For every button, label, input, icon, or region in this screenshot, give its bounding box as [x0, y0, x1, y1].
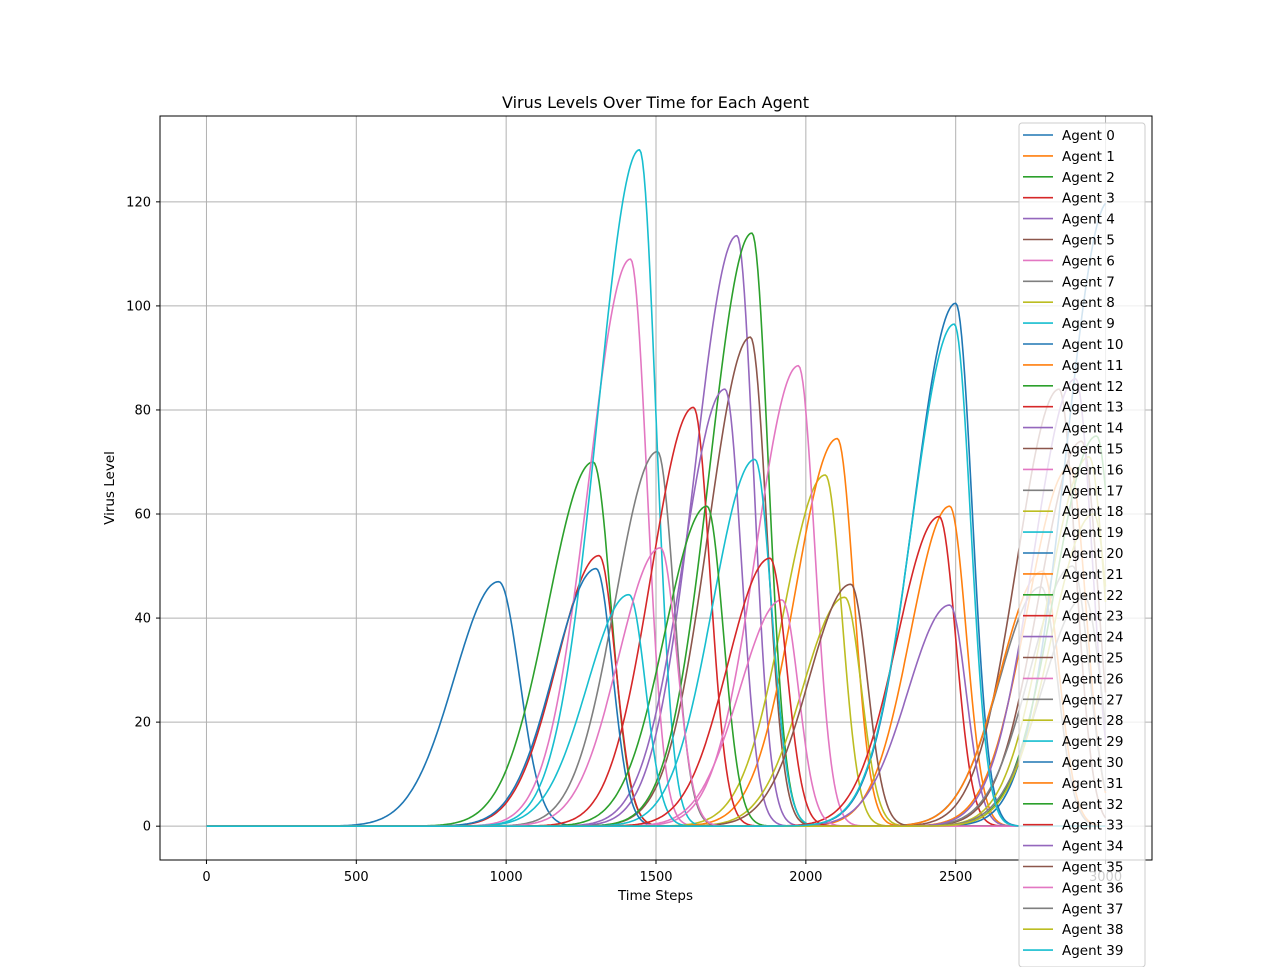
x-tick-label: 500	[344, 870, 369, 885]
legend-label: Agent 17	[1062, 483, 1123, 499]
x-tick-label: 2000	[789, 870, 822, 885]
y-axis-label: Virus Level	[102, 451, 118, 525]
y-tick-label: 100	[126, 299, 151, 314]
legend-label: Agent 13	[1062, 400, 1123, 416]
legend-label: Agent 20	[1062, 546, 1123, 562]
legend-label: Agent 33	[1062, 818, 1123, 834]
legend-label: Agent 18	[1062, 504, 1123, 520]
legend-label: Agent 24	[1062, 630, 1123, 646]
legend-label: Agent 10	[1062, 337, 1123, 353]
legend-label: Agent 12	[1062, 379, 1123, 395]
legend: Agent 0 Agent 1 Agent 2 Agent 3 Agent 4 Agent…	[1018, 122, 1146, 967]
legend-label: Agent 0	[1062, 128, 1115, 144]
legend-label: Agent 37	[1062, 901, 1123, 917]
legend-label: Agent 14	[1062, 421, 1123, 437]
legend-label: Agent 31	[1062, 776, 1123, 792]
legend-label: Agent 30	[1062, 755, 1123, 771]
y-tick-label: 60	[134, 508, 151, 523]
legend-label: Agent 36	[1062, 880, 1123, 896]
series-line-agent-39	[206, 323, 1106, 828]
legend-label: Agent 38	[1062, 922, 1123, 938]
chart-title: Virus Levels Over Time for Each Agent	[502, 93, 809, 112]
legend-label: Agent 11	[1062, 358, 1123, 374]
x-tick-label: 2500	[939, 870, 972, 885]
legend-label: Agent 8	[1062, 295, 1115, 311]
legend-box	[1018, 122, 1146, 967]
legend-label: Agent 6	[1062, 253, 1115, 269]
legend-label: Agent 25	[1062, 651, 1123, 667]
x-axis-label: Time Steps	[617, 888, 693, 904]
legend-label: Agent 4	[1062, 212, 1115, 228]
legend-label: Agent 35	[1062, 860, 1123, 876]
x-tick-label: 0	[202, 870, 210, 885]
legend-label: Agent 21	[1062, 567, 1123, 583]
legend-label: Agent 39	[1062, 943, 1123, 959]
legend-label: Agent 29	[1062, 734, 1123, 750]
y-tick-label: 0	[143, 820, 151, 835]
legend-label: Agent 5	[1062, 233, 1115, 249]
legend-label: Agent 7	[1062, 274, 1115, 290]
legend-label: Agent 26	[1062, 671, 1123, 687]
y-tick-label: 120	[126, 195, 151, 210]
legend-label: Agent 28	[1062, 713, 1123, 729]
series-layer	[206, 149, 1107, 828]
legend-label: Agent 16	[1062, 462, 1123, 478]
legend-label: Agent 34	[1062, 839, 1123, 855]
legend-label: Agent 15	[1062, 442, 1123, 458]
legend-label: Agent 9	[1062, 316, 1115, 332]
legend-label: Agent 27	[1062, 692, 1123, 708]
legend-label: Agent 2	[1062, 170, 1115, 186]
y-tick-label: 80	[134, 403, 151, 418]
y-tick-label: 20	[134, 716, 151, 731]
legend-label: Agent 23	[1062, 609, 1123, 625]
legend-label: Agent 32	[1062, 797, 1123, 813]
legend-label: Agent 19	[1062, 525, 1123, 541]
x-tick-label: 1000	[490, 870, 523, 885]
legend-label: Agent 3	[1062, 191, 1115, 207]
legend-label: Agent 1	[1062, 149, 1115, 165]
legend-label: Agent 22	[1062, 588, 1123, 604]
y-tick-label: 40	[134, 612, 151, 627]
x-tick-label: 1500	[639, 870, 672, 885]
